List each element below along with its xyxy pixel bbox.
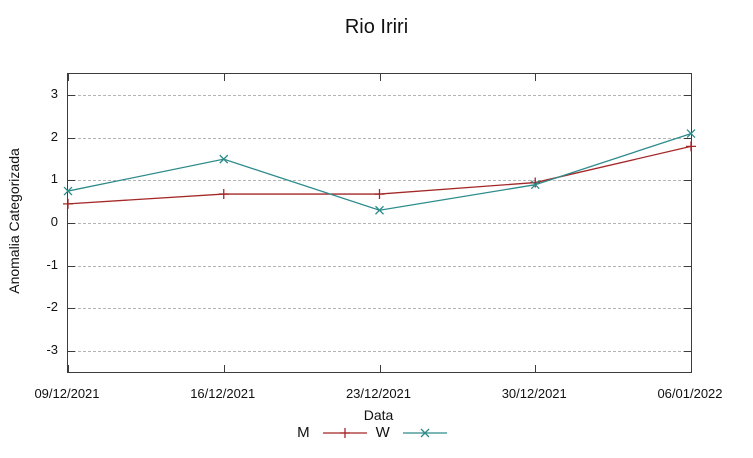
y-tick-mark (684, 308, 691, 310)
y-tick-mark (684, 223, 691, 224)
x-axis-title: Data (363, 407, 394, 423)
x-tick-mark (691, 74, 692, 81)
y-tick-mark (684, 137, 691, 139)
chart-title: Rio Iriri (344, 16, 409, 38)
y-tick-mark (68, 223, 75, 224)
x-tick-mark (535, 74, 537, 81)
x-tick-label: 23/12/2021 (345, 386, 412, 401)
y-tick-mark (68, 308, 75, 310)
gridline (68, 137, 691, 139)
y-tick-mark (68, 350, 75, 352)
plot-area (63, 73, 696, 373)
x-tick-label: 09/12/2021 (34, 386, 100, 401)
x-tick-mark (68, 74, 69, 81)
x-tick-mark (68, 365, 69, 372)
gridline (68, 223, 691, 224)
gridline (68, 350, 691, 352)
x-tick-mark (223, 365, 225, 372)
gridline (68, 265, 691, 267)
y-tick-mark (68, 265, 75, 267)
x-tick-label: 16/12/2021 (190, 386, 256, 401)
x-tick-mark (535, 365, 537, 372)
legend-marker (402, 428, 447, 437)
y-tick-label: -3 (46, 341, 58, 357)
gridline (68, 95, 691, 97)
y-tick-mark (684, 265, 691, 267)
y-tick-mark (684, 180, 691, 182)
y-tick-label: 2 (50, 128, 58, 144)
y-tick-mark (684, 95, 691, 97)
x-tick-mark (379, 74, 381, 81)
legend-label: W (375, 424, 390, 441)
legend-marker (322, 427, 367, 438)
x-tick-mark (223, 74, 225, 81)
y-tick-mark (68, 180, 75, 182)
legend-item: M (297, 424, 376, 441)
y-tick-label: -2 (46, 299, 58, 315)
x-tick-label: 30/12/2021 (501, 386, 567, 401)
series-markers-W (63, 129, 696, 215)
gridline (68, 180, 691, 182)
x-tick-mark (379, 365, 381, 372)
legend-item: W (376, 424, 456, 441)
gridline (68, 308, 691, 310)
y-tick-label: 3 (50, 86, 58, 102)
y-tick-label: 0 (50, 214, 58, 229)
x-tick-mark (691, 365, 692, 372)
legend-label: M (297, 424, 310, 441)
y-tick-mark (684, 350, 691, 352)
y-tick-label: -1 (46, 256, 58, 272)
series-markers-M (63, 141, 696, 209)
x-tick-label: 06/01/2022 (657, 386, 723, 401)
y-tick-mark (68, 95, 75, 97)
y-tick-mark (68, 137, 75, 139)
series-canvas (63, 129, 696, 215)
y-tick-label: 1 (50, 171, 58, 187)
